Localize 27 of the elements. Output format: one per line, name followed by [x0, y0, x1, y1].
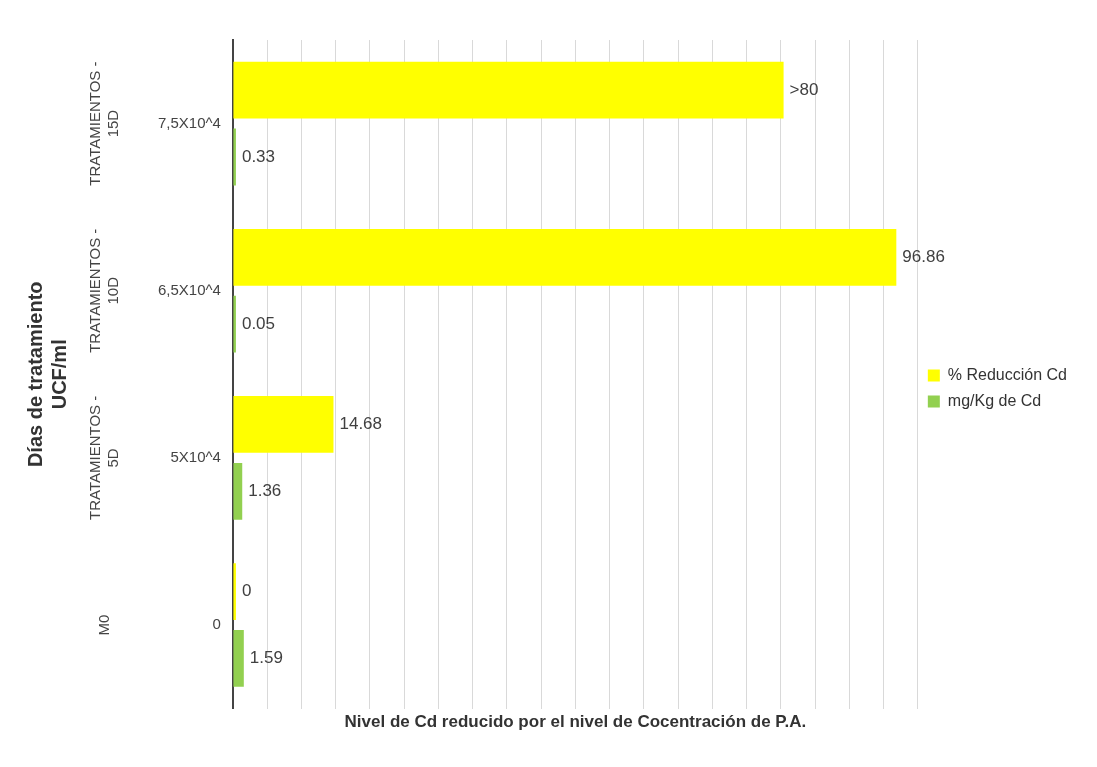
data-label: >80 — [789, 79, 819, 99]
y-tick-label: 7,5X10^4 — [157, 113, 221, 131]
data-label: 14.68 — [339, 414, 383, 434]
data-label: 0.33 — [241, 146, 276, 166]
y-tick-label: 0 — [212, 615, 221, 633]
text: TRATAMIENTOS - 5D — [86, 395, 122, 520]
data-label: 0 — [241, 581, 252, 601]
data-label: 0.05 — [241, 313, 276, 333]
bar — [233, 295, 236, 353]
y-axis-title: Días de tratamiento UCF/ml — [23, 281, 70, 468]
data-label: 96.86 — [902, 246, 945, 266]
y-tick-label: 6,5X10^4 — [157, 280, 221, 298]
data-label: 1.59 — [249, 648, 283, 668]
bar — [233, 462, 243, 520]
bar — [233, 396, 334, 453]
text: TRATAMIENTOS - 15D — [86, 61, 122, 186]
text: TRATAMIENTOS - 10D — [86, 228, 122, 353]
x-axis-title: Nivel de Cd reducido por el nivel de Cocentración de P.A. — [344, 712, 807, 732]
bar — [233, 61, 784, 119]
legend-label: mg/Kg de Cd — [947, 391, 1042, 409]
data-label: 1.36 — [248, 480, 282, 500]
y-tick-label: 5X10^4 — [170, 448, 221, 466]
bar — [233, 630, 244, 687]
legend-label: % Reducción Cd — [947, 365, 1067, 383]
bar — [233, 128, 236, 186]
text: M0 — [95, 614, 113, 636]
bar — [233, 228, 897, 286]
